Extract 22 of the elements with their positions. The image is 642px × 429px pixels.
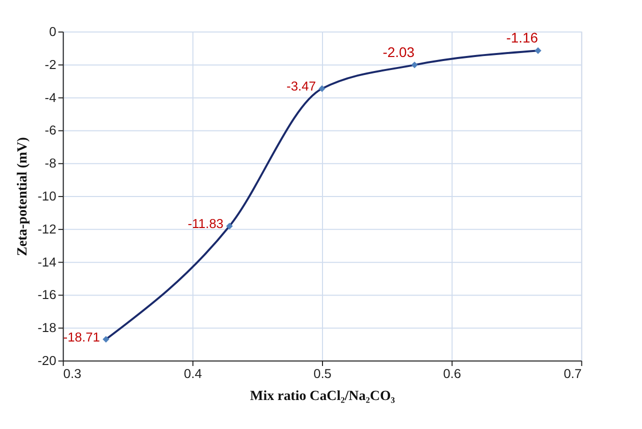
data-label: -11.83	[188, 216, 224, 232]
y-tick-label: -14	[38, 254, 56, 270]
x-tick-label: 0.4	[184, 366, 202, 381]
x-axis-title: Mix ratio CaCl₂/Na₂CO₃	[250, 388, 395, 404]
y-tick-label: -6	[44, 122, 56, 138]
data-label: -1.16	[506, 30, 538, 46]
y-tick-label: -20	[38, 353, 56, 368]
y-axis-title: Zeta-potential (mV)	[16, 136, 31, 256]
y-tick-label: -8	[44, 156, 56, 171]
y-tick-label: -10	[38, 188, 56, 204]
y-tick-label: -2	[44, 56, 56, 72]
y-tick-label: -4	[44, 90, 56, 105]
data-label: -3.47	[286, 78, 316, 94]
y-tick-label: 0	[49, 24, 56, 40]
y-tick-label: -16	[38, 287, 56, 302]
x-tick-label: 0.3	[63, 366, 82, 381]
x-tick-label: 0.6	[443, 366, 462, 381]
y-tick-label: -18	[38, 320, 56, 336]
x-tick-label: 0.7	[564, 366, 582, 381]
data-label: -2.03	[382, 44, 415, 60]
x-tick-label: 0.5	[313, 366, 332, 381]
y-tick-label: -12	[38, 221, 56, 236]
